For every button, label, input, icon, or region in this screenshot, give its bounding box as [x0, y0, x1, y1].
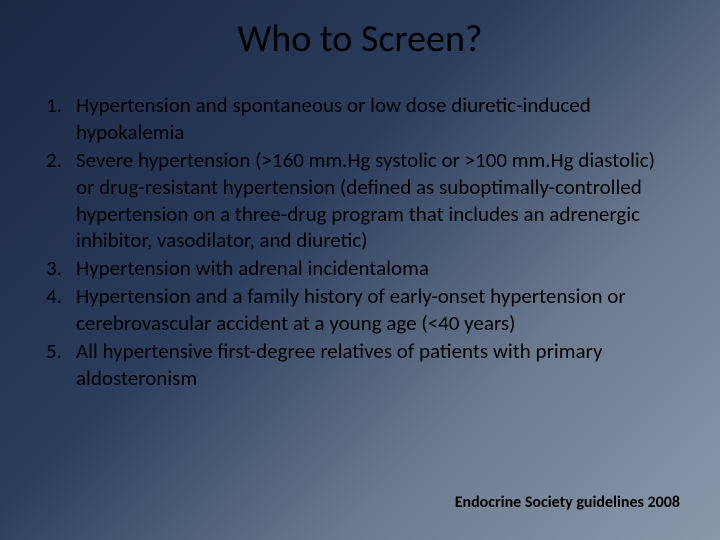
list-text: All hypertensive first-degree relatives … — [76, 338, 670, 392]
list-item: 4. Hypertension and a family history of … — [42, 283, 670, 337]
citation-text: Endocrine Society guidelines 2008 — [455, 493, 680, 512]
list-text: Hypertension and a family history of ear… — [76, 283, 670, 337]
list-text: Severe hypertension (>160 mm.Hg systolic… — [76, 147, 670, 255]
list-text: Hypertension with adrenal incidentaloma — [76, 255, 670, 282]
list-item: 1. Hypertension and spontaneous or low d… — [42, 92, 670, 146]
slide-title: Who to Screen? — [0, 0, 720, 92]
list-item: 2. Severe hypertension (>160 mm.Hg systo… — [42, 147, 670, 255]
list-number: 4. — [42, 283, 76, 337]
list-text: Hypertension and spontaneous or low dose… — [76, 92, 670, 146]
list-number: 2. — [42, 147, 76, 255]
screening-criteria-list: 1. Hypertension and spontaneous or low d… — [0, 92, 720, 392]
list-number: 1. — [42, 92, 76, 146]
list-item: 5. All hypertensive first-degree relativ… — [42, 338, 670, 392]
list-item: 3. Hypertension with adrenal incidentalo… — [42, 255, 670, 282]
list-number: 5. — [42, 338, 76, 392]
list-number: 3. — [42, 255, 76, 282]
